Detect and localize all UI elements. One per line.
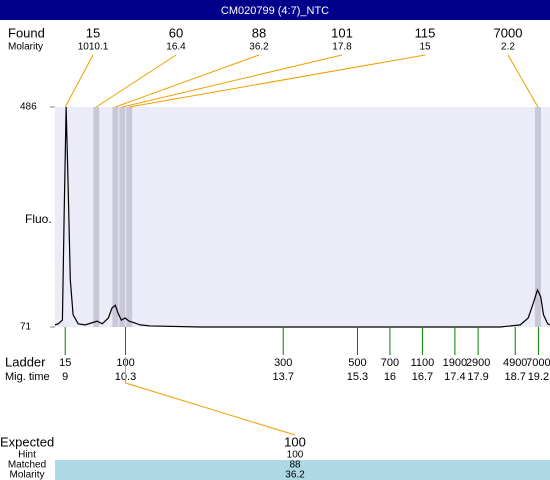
ladder-time: 17.4	[444, 371, 465, 383]
row-value: 36.2	[285, 470, 305, 480]
peak-connector	[129, 54, 426, 108]
peak-connector	[122, 54, 343, 108]
ladder-size: 1100	[411, 357, 435, 369]
ladder-size: 1900	[443, 357, 467, 369]
ladder-time: 16	[384, 371, 396, 383]
peak-size: 7000	[494, 25, 523, 40]
peak-band	[112, 107, 119, 327]
sample-title: CM020799 (4:7)_NTC	[221, 5, 329, 17]
peak-molarity: 1010.1	[78, 42, 109, 53]
ladder-time: 19.2	[528, 371, 549, 383]
peak-connector	[64, 54, 94, 108]
y-axis-label: Fluo.	[25, 212, 52, 226]
ladder-size: 700	[381, 357, 399, 369]
ladder-size: 7000	[526, 357, 550, 369]
y-tick-label: 486	[20, 102, 37, 113]
ladder-label: Ladder	[5, 354, 46, 369]
plot-background	[55, 107, 550, 327]
y-tick-label: 71	[20, 322, 32, 333]
matched-band	[55, 460, 550, 480]
peak-size: 15	[86, 25, 100, 40]
ladder-time: 16.7	[412, 371, 433, 383]
peak-size: 60	[169, 25, 183, 40]
expected-connector	[125, 357, 296, 436]
peak-molarity: 17.8	[332, 42, 352, 53]
peak-molarity: 2.2	[501, 42, 515, 53]
title-bar	[0, 0, 550, 20]
molarity-label: Molarity	[8, 42, 43, 53]
ladder-time: 9	[62, 371, 68, 383]
expected-value: 100	[284, 434, 306, 449]
row-label: Matched	[8, 460, 46, 471]
peak-connector	[115, 54, 260, 108]
peak-connector	[507, 54, 539, 108]
ladder-size: 15	[59, 357, 71, 369]
peak-band	[119, 107, 126, 327]
ladder-time: 18.7	[504, 371, 525, 383]
peak-band	[534, 107, 541, 327]
ladder-time: 13.7	[273, 371, 294, 383]
ladder-size: 4900	[503, 357, 527, 369]
peak-size: 88	[252, 25, 266, 40]
ladder-size: 500	[348, 357, 366, 369]
peak-molarity: 15	[419, 42, 431, 53]
ladder-size: 2900	[466, 357, 490, 369]
ladder-size: 300	[274, 357, 292, 369]
trace	[54, 106, 550, 328]
row-value: 88	[289, 460, 301, 471]
peak-size: 101	[331, 25, 353, 40]
ladder-time: 17.9	[467, 371, 488, 383]
row-value: 100	[287, 450, 304, 461]
expected-label: Expected	[0, 434, 54, 449]
peak-molarity: 16.4	[166, 42, 186, 53]
peak-band	[126, 107, 133, 327]
peak-size: 115	[415, 25, 436, 40]
mig-time-label: Mig. time	[5, 371, 50, 383]
row-label: Hint	[18, 450, 36, 461]
peak-molarity: 36.2	[249, 42, 269, 53]
found-label: Found	[8, 25, 45, 40]
peak-band	[93, 107, 100, 327]
ladder-time: 15.3	[347, 371, 368, 383]
row-label: Molarity	[9, 470, 44, 480]
peak-connector	[96, 54, 177, 108]
